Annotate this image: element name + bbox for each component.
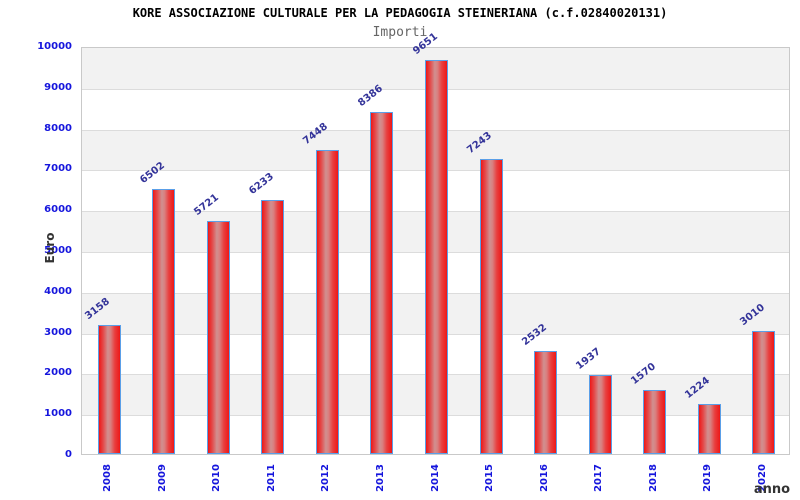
x-tick-label: 2015	[484, 464, 496, 492]
x-tick-label: 2012	[320, 464, 332, 492]
x-tick-label: 2010	[211, 464, 223, 492]
bar-2016	[534, 350, 558, 454]
bar-2010	[206, 220, 230, 454]
y-tick-label: 9000	[44, 81, 72, 93]
x-tick-label: 2019	[702, 464, 714, 492]
y-tick-label: 3000	[44, 326, 72, 338]
bar-2008	[97, 325, 121, 454]
x-tick-label: 2013	[374, 464, 386, 492]
y-tick-label: 8000	[44, 122, 72, 134]
bar-2014	[425, 60, 448, 454]
x-tick-label: 2011	[265, 464, 277, 492]
x-tick-label: 2008	[102, 464, 114, 492]
x-tick-label: 2009	[156, 464, 168, 492]
y-axis-title: Euro	[43, 232, 57, 264]
bar-2018	[643, 389, 667, 454]
y-tick-label: 10000	[37, 41, 72, 52]
y-tick-label: 7000	[44, 163, 72, 175]
plot-area: 3158 6502 5721 6233 7448 8386 9651 7243 2532 1937…	[81, 31, 790, 455]
x-tick-label: 2014	[429, 464, 441, 492]
x-tick-label: 2016	[538, 464, 550, 492]
y-tick-label: 2000	[44, 367, 72, 379]
bar-2013	[370, 111, 394, 454]
bar-2012	[315, 150, 339, 454]
chart-subtitle: Importi	[372, 25, 428, 40]
y-tick-label: 4000	[44, 285, 72, 297]
y-tick-label: 5000	[44, 245, 72, 256]
x-tick-label: 2017	[593, 464, 605, 492]
x-axis-title: anno	[753, 482, 791, 497]
bar-2020	[752, 331, 776, 454]
bar-value-label: 6233	[247, 170, 276, 197]
bar-2011	[261, 199, 285, 454]
bar-2015	[479, 158, 503, 454]
bar-2009	[152, 188, 176, 454]
bar-2019	[697, 404, 721, 454]
x-tick-label: 2018	[647, 464, 659, 492]
bar-2017	[588, 374, 612, 454]
y-tick-label: 0	[65, 449, 72, 460]
y-tick-label: 6000	[44, 204, 72, 216]
y-tick-label: 1000	[44, 408, 72, 420]
chart-title: KORE ASSOCIAZIONE CULTURALE PER LA PEDAG…	[132, 6, 668, 20]
bar-value-label: 1937	[574, 346, 604, 372]
